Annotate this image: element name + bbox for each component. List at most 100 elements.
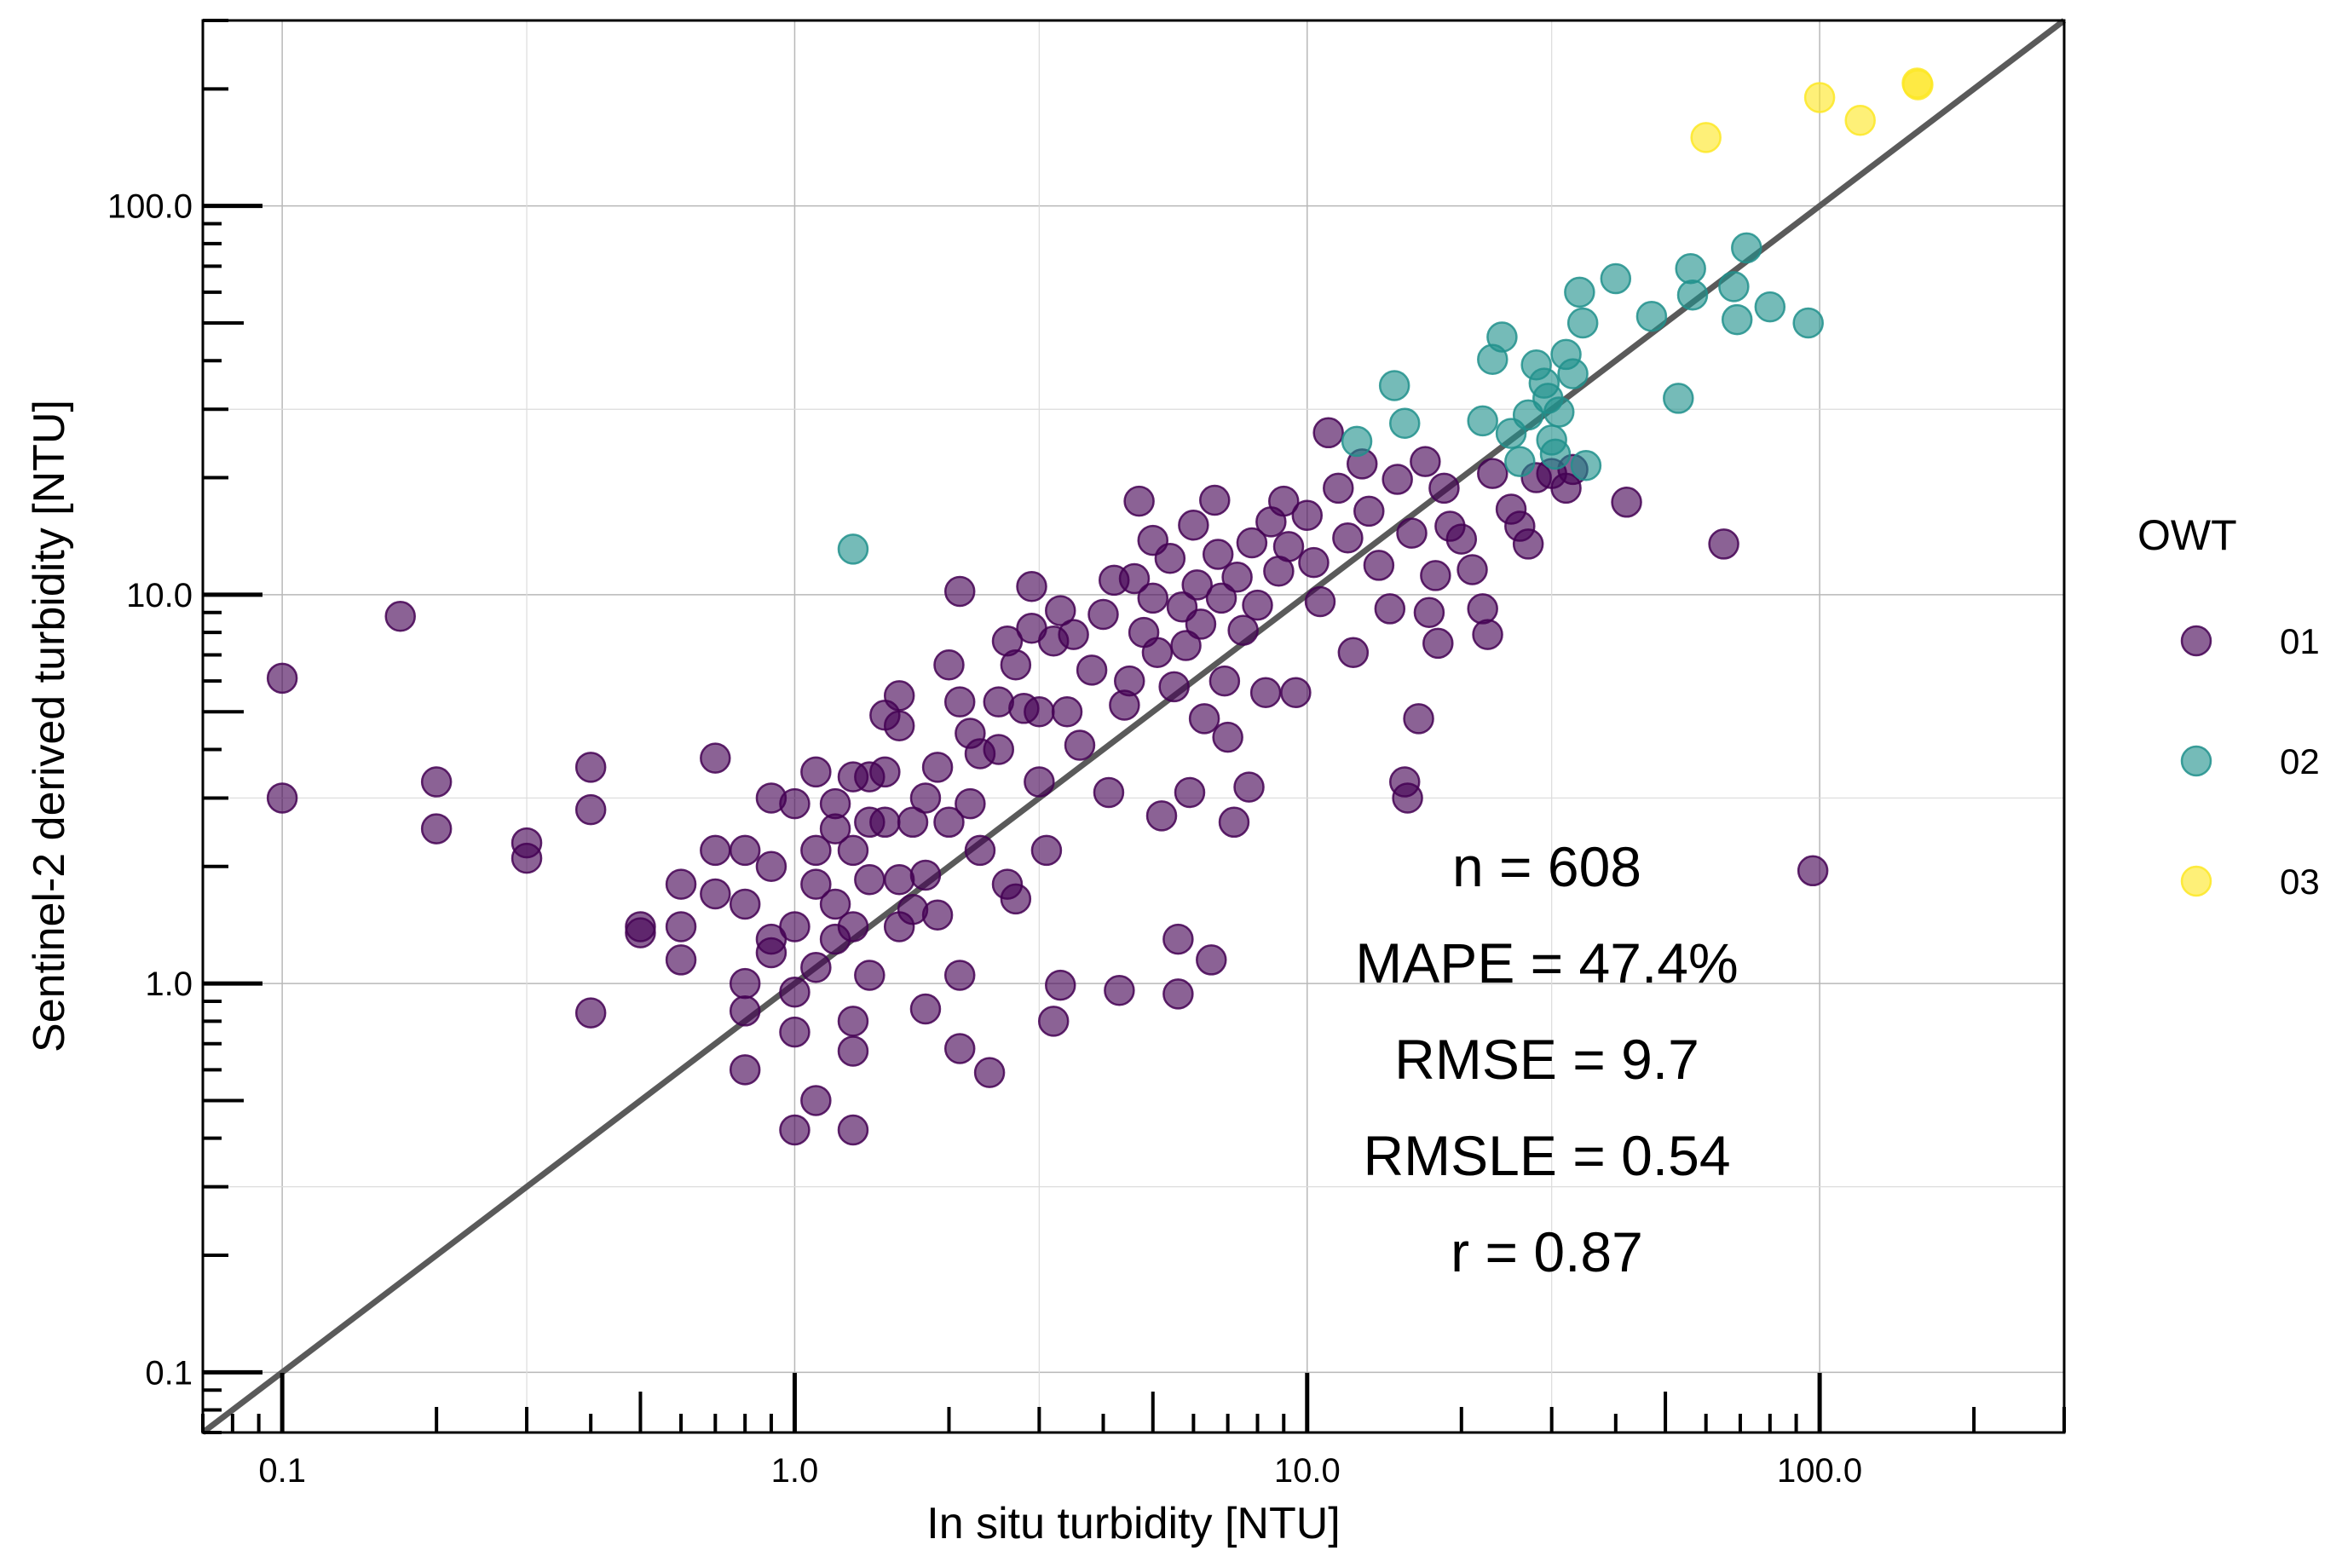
data-point-owt-01 — [921, 752, 954, 783]
data-point-owt-01 — [1199, 484, 1231, 516]
data-point-owt-01 — [266, 782, 298, 814]
data-point-owt-01 — [266, 662, 298, 695]
data-point-owt-01 — [779, 1114, 810, 1146]
data-point-owt-01 — [420, 766, 453, 798]
data-point-owt-01 — [909, 859, 942, 891]
data-point-owt-01 — [1268, 485, 1300, 517]
data-point-owt-02 — [1754, 291, 1786, 323]
data-point-owt-01 — [943, 960, 976, 991]
data-point-owt-03 — [1844, 105, 1876, 136]
stat-line: MAPE = 47.4% — [1355, 931, 1738, 994]
data-point-owt-01 — [933, 649, 965, 681]
data-point-owt-01 — [1093, 776, 1125, 809]
data-point-owt-01 — [1445, 523, 1478, 555]
data-point-owt-01 — [700, 878, 731, 910]
data-point-owt-01 — [1708, 528, 1739, 560]
data-point-owt-01 — [1202, 539, 1234, 570]
legend-label: 02 — [2280, 741, 2320, 781]
data-point-owt-02 — [1675, 252, 1706, 285]
data-point-owt-01 — [943, 575, 976, 608]
data-point-owt-01 — [1410, 446, 1441, 477]
data-point-owt-02 — [1512, 399, 1544, 431]
data-point-owt-01 — [1422, 627, 1454, 660]
data-point-owt-01 — [1162, 978, 1194, 1010]
data-point-owt-01 — [1118, 562, 1151, 595]
data-point-owt-01 — [1104, 974, 1135, 1006]
data-point-owt-01 — [779, 787, 810, 820]
data-point-owt-01 — [1045, 969, 1076, 1001]
data-point-owt-01 — [1145, 800, 1178, 832]
data-point-owt-01 — [779, 977, 810, 1008]
data-point-owt-01 — [1064, 729, 1096, 761]
data-point-owt-02 — [1486, 321, 1518, 353]
data-point-owt-01 — [1428, 472, 1460, 504]
data-point-owt-01 — [384, 600, 416, 632]
y-tick-label: 100.0 — [107, 188, 193, 226]
data-point-owt-01 — [1227, 614, 1259, 646]
data-point-owt-02 — [1557, 358, 1589, 389]
data-point-owt-01 — [1016, 570, 1047, 602]
data-point-owt-01 — [1030, 834, 1063, 867]
data-point-owt-03 — [1803, 82, 1836, 113]
legend-marker-owt-03 — [2180, 865, 2212, 897]
data-point-owt-01 — [837, 1114, 869, 1146]
data-point-owt-01 — [1158, 671, 1190, 703]
data-point-owt-01 — [837, 1006, 869, 1037]
data-point-owt-01 — [964, 834, 996, 867]
data-point-owt-01 — [854, 863, 885, 896]
data-point-owt-01 — [1218, 806, 1250, 839]
data-point-owt-01 — [1000, 883, 1032, 915]
data-point-owt-01 — [1312, 417, 1344, 449]
data-point-owt-01 — [837, 911, 869, 943]
data-point-owt-02 — [1378, 370, 1410, 401]
data-point-owt-01 — [665, 911, 697, 943]
data-point-owt-01 — [700, 834, 731, 867]
data-point-owt-01 — [779, 1016, 810, 1048]
data-point-owt-01 — [729, 888, 761, 920]
data-point-owt-02 — [1635, 300, 1668, 332]
data-point-owt-01 — [625, 917, 656, 948]
data-point-owt-01 — [1114, 665, 1145, 697]
stat-line: RMSLE = 0.54 — [1363, 1124, 1730, 1187]
data-point-owt-01 — [1249, 677, 1282, 709]
data-point-owt-01 — [1477, 458, 1508, 489]
data-point-owt-01 — [1024, 766, 1055, 798]
data-point-owt-02 — [1721, 303, 1753, 336]
data-point-owt-01 — [854, 960, 885, 991]
data-point-owt-01 — [1154, 543, 1186, 574]
y-tick-label: 0.1 — [145, 1354, 193, 1392]
data-point-owt-01 — [933, 806, 965, 839]
data-point-owt-01 — [1208, 665, 1241, 697]
data-point-owt-01 — [420, 813, 453, 845]
plot-frame — [201, 19, 2066, 1434]
data-point-owt-01 — [943, 1033, 976, 1064]
data-point-owt-01 — [819, 888, 851, 920]
y-tick-label: 10.0 — [126, 577, 193, 614]
data-point-owt-02 — [1718, 271, 1750, 303]
data-point-owt-01 — [1467, 593, 1498, 625]
data-point-owt-01 — [1291, 499, 1324, 532]
data-point-owt-01 — [1242, 589, 1273, 621]
y-axis-title: Sentinel-2 derived turbidity [NTU] — [25, 400, 74, 1052]
data-point-owt-01 — [729, 967, 761, 1000]
data-point-owt-01 — [1332, 522, 1364, 554]
data-point-owt-01 — [755, 850, 787, 883]
data-point-owt-01 — [1396, 517, 1428, 549]
data-point-owt-01 — [869, 806, 901, 839]
x-tick-label: 1.0 — [771, 1452, 819, 1490]
data-point-owt-01 — [1174, 776, 1206, 809]
data-point-owt-01 — [1137, 582, 1169, 614]
data-point-owt-02 — [1663, 383, 1694, 414]
data-point-owt-02 — [1676, 279, 1709, 311]
data-point-owt-01 — [1205, 582, 1237, 614]
data-point-owt-01 — [943, 686, 976, 718]
data-point-owt-01 — [779, 911, 810, 943]
data-point-owt-01 — [869, 756, 901, 788]
data-point-owt-01 — [1141, 637, 1174, 669]
data-point-owt-01 — [1212, 721, 1243, 753]
data-point-owt-01 — [1457, 554, 1488, 585]
data-point-owt-02 — [1388, 407, 1421, 439]
data-point-owt-01 — [800, 951, 832, 983]
stat-line: RMSE = 9.7 — [1394, 1028, 1699, 1091]
y-tick-label: 1.0 — [145, 966, 193, 1003]
